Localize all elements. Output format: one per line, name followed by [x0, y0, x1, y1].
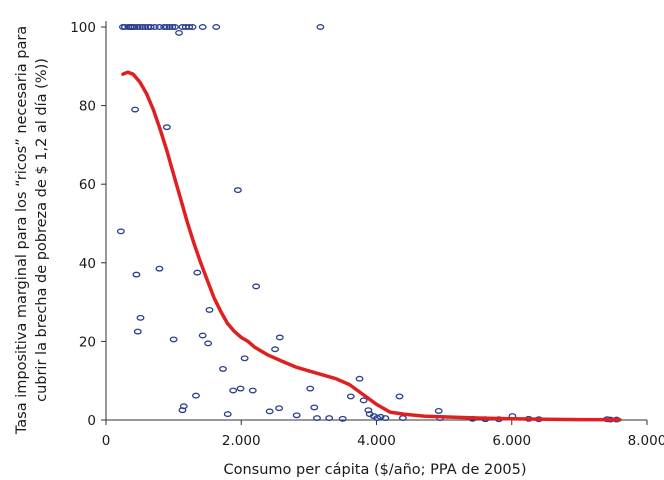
- data-point: [275, 405, 284, 412]
- data-point: [313, 415, 321, 421]
- data-point: [248, 387, 257, 394]
- data-point: [120, 24, 129, 30]
- y-axis-label-line-2: cubrir la brecha de pobreza de $ 1,2 al …: [34, 58, 50, 402]
- y-tick-label: 40: [79, 256, 96, 272]
- data-point: [395, 393, 404, 400]
- data-point: [223, 411, 232, 418]
- data-point: [133, 328, 142, 335]
- data-point: [198, 24, 207, 30]
- data-point: [136, 314, 145, 321]
- x-axis-label: Consumo per cápita ($/año; PPA de 2005): [223, 462, 526, 478]
- y-tick-label: 100: [70, 20, 96, 36]
- data-point: [155, 265, 164, 272]
- data-point: [146, 24, 155, 30]
- data-point: [271, 346, 280, 353]
- data-point: [116, 228, 125, 235]
- data-point: [212, 24, 221, 30]
- data-point: [155, 24, 164, 30]
- data-point: [306, 385, 315, 392]
- data-point: [355, 375, 364, 382]
- x-tick-label: 0: [102, 433, 111, 449]
- data-point: [265, 408, 274, 415]
- data-point: [185, 24, 194, 30]
- x-tick-label: 6.000: [492, 433, 531, 449]
- data-point: [292, 412, 301, 419]
- data-point: [219, 365, 227, 372]
- data-point: [316, 24, 325, 30]
- x-tick-label: 4.000: [357, 433, 396, 449]
- data-point: [204, 340, 213, 347]
- axis-labels: Consumo per cápita ($/año; PPA de 2005) …: [14, 26, 527, 478]
- data-point: [150, 24, 159, 30]
- data-point: [233, 187, 242, 194]
- trend-line-group: [121, 70, 622, 422]
- data-point: [198, 332, 207, 339]
- data-point: [325, 415, 334, 421]
- data-points: [116, 24, 621, 423]
- y-axis-label-line-1: Tasa impositiva marginal para los “ricos…: [14, 26, 30, 435]
- data-point: [376, 413, 385, 420]
- data-point: [175, 29, 183, 36]
- data-point: [229, 387, 238, 394]
- data-point: [236, 385, 245, 392]
- data-point: [193, 269, 202, 276]
- data-point: [381, 415, 390, 421]
- data-point: [191, 392, 200, 399]
- data-point: [434, 408, 443, 414]
- data-point: [169, 336, 178, 343]
- data-point: [252, 283, 261, 290]
- y-tick-label: 60: [79, 177, 96, 193]
- data-point: [310, 404, 319, 411]
- data-point: [131, 106, 140, 113]
- data-point: [171, 24, 179, 30]
- trend-line: [121, 70, 622, 422]
- data-point: [275, 334, 284, 341]
- x-tick-label: 2.000: [222, 433, 261, 449]
- data-point: [162, 124, 171, 131]
- data-point: [346, 393, 355, 400]
- data-point: [338, 415, 347, 422]
- data-point: [178, 407, 187, 414]
- data-point: [205, 307, 214, 313]
- y-tick-label: 0: [87, 413, 96, 429]
- data-point: [359, 397, 368, 404]
- axes: 0 20 40 60 80 100 0 2.000 4.000 6.000 8.000: [70, 20, 664, 449]
- y-tick-label: 80: [79, 99, 96, 115]
- data-point: [240, 355, 249, 362]
- x-tick-label: 8.000: [628, 433, 664, 449]
- y-tick-label: 20: [79, 334, 96, 350]
- data-point: [132, 271, 141, 278]
- data-point: [188, 24, 197, 30]
